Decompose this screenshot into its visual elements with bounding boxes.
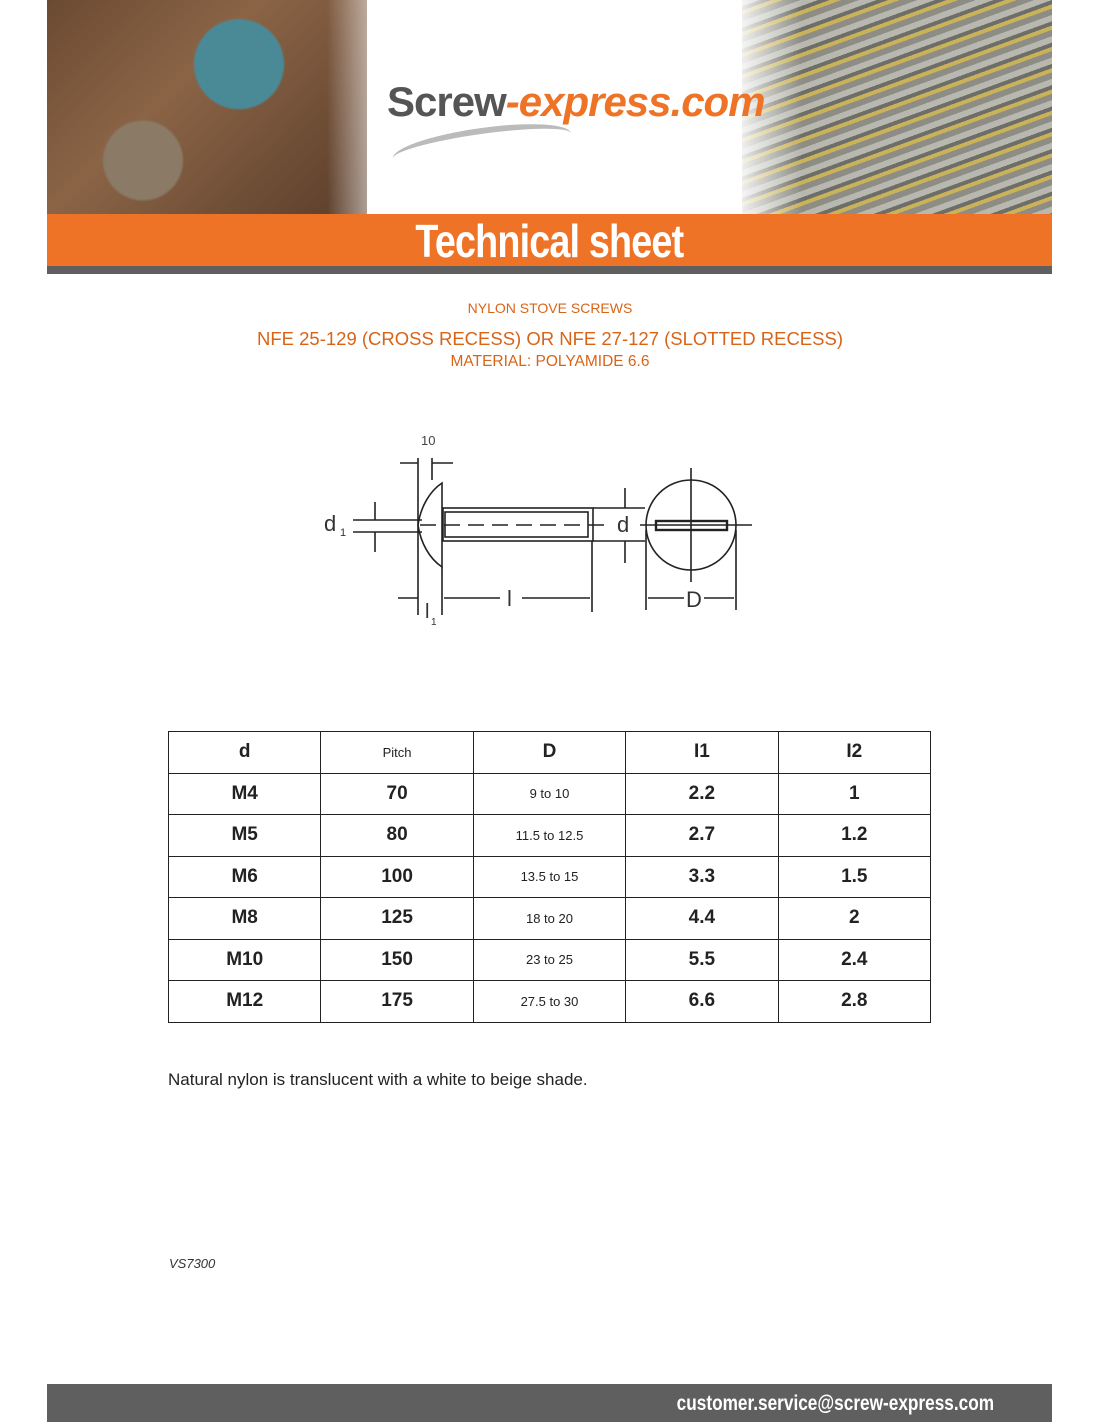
table-header-row: d Pitch D I1 I2 bbox=[167, 731, 932, 774]
contact-email[interactable]: customer.service@screw-express.com bbox=[676, 1392, 994, 1415]
page-title: Technical sheet bbox=[415, 215, 685, 267]
cell-l2: 2 bbox=[777, 897, 932, 940]
svg-text:l: l bbox=[507, 586, 512, 611]
svg-text:l: l bbox=[425, 601, 429, 623]
cell-l1: 2.2 bbox=[625, 772, 779, 815]
cell-pitch: 80 bbox=[320, 814, 474, 857]
product-material: MATERIAL: POLYAMIDE 6.6 bbox=[450, 353, 650, 370]
cell-D: 23 to 25 bbox=[472, 938, 627, 981]
material-note: Natural nylon is translucent with a whit… bbox=[168, 1070, 588, 1089]
cell-l1: 5.5 bbox=[625, 938, 779, 981]
header-D: D bbox=[472, 731, 627, 774]
footer: customer.service@screw-express.com bbox=[47, 1384, 1052, 1422]
dimensions-table: d Pitch D I1 I2 M4 70 9 to 10 2.2 1 M5 80 11.5 … bbox=[167, 731, 932, 1023]
table-row: M4 70 9 to 10 2.2 1 bbox=[167, 772, 932, 815]
cell-l1: 3.3 bbox=[625, 855, 779, 898]
cell-d: M10 bbox=[167, 938, 322, 981]
cell-D: 11.5 to 12.5 bbox=[472, 814, 627, 857]
cell-d: M5 bbox=[167, 814, 322, 857]
table-row: M8 125 18 to 20 4.4 2 bbox=[167, 897, 932, 940]
cell-d: M8 bbox=[167, 897, 322, 940]
cell-D: 13.5 to 15 bbox=[472, 855, 627, 898]
logo: Screw-express.com bbox=[387, 78, 766, 125]
cell-l1: 4.4 bbox=[625, 897, 779, 940]
title-bar: Technical sheet bbox=[47, 214, 1052, 267]
product-category: NYLON STOVE SCREWS bbox=[467, 300, 633, 316]
table-row: M12 175 27.5 to 30 6.6 2.8 bbox=[167, 980, 932, 1023]
cell-d: M12 bbox=[167, 980, 322, 1023]
tools-photo bbox=[47, 0, 407, 214]
cell-pitch: 70 bbox=[320, 772, 474, 815]
cell-l1: 6.6 bbox=[625, 980, 779, 1023]
table-row: M6 100 13.5 to 15 3.3 1.5 bbox=[167, 855, 932, 898]
cell-l2: 2.4 bbox=[777, 938, 932, 981]
table-row: M10 150 23 to 25 5.5 2.4 bbox=[167, 938, 932, 981]
cell-d: M4 bbox=[167, 772, 322, 815]
divider bbox=[47, 266, 1052, 274]
cell-l2: 1.5 bbox=[777, 855, 932, 898]
svg-text:D: D bbox=[686, 587, 702, 612]
cell-pitch: 175 bbox=[320, 980, 474, 1023]
header-pitch: Pitch bbox=[320, 731, 474, 774]
cell-pitch: 100 bbox=[320, 855, 474, 898]
header-d: d bbox=[167, 731, 322, 774]
svg-text:1: 1 bbox=[340, 527, 346, 539]
product-reference: VS7300 bbox=[169, 1256, 216, 1271]
cell-l1: 2.7 bbox=[625, 814, 779, 857]
cell-l2: 2.8 bbox=[777, 980, 932, 1023]
cell-D: 18 to 20 bbox=[472, 897, 627, 940]
cell-l2: 1 bbox=[777, 772, 932, 815]
svg-text:d: d bbox=[617, 512, 629, 537]
header-l2: I2 bbox=[777, 731, 932, 774]
table-row: M5 80 11.5 to 12.5 2.7 1.2 bbox=[167, 814, 932, 857]
cell-d: M6 bbox=[167, 855, 322, 898]
svg-text:d: d bbox=[324, 511, 336, 536]
svg-text:1: 1 bbox=[431, 617, 437, 628]
cell-D: 9 to 10 bbox=[472, 772, 627, 815]
header-banner: Screw-express.com bbox=[47, 0, 1052, 214]
cell-pitch: 125 bbox=[320, 897, 474, 940]
svg-text:10: 10 bbox=[421, 433, 435, 448]
cell-l2: 1.2 bbox=[777, 814, 932, 857]
product-standard: NFE 25-129 (CROSS RECESS) OR NFE 27-127 … bbox=[257, 328, 843, 349]
cell-pitch: 150 bbox=[320, 938, 474, 981]
screw-diagram: 10 d 1 d l l 1 D bbox=[324, 433, 752, 628]
header-l1: I1 bbox=[625, 731, 779, 774]
screws-photo bbox=[732, 0, 1052, 214]
cell-D: 27.5 to 30 bbox=[472, 980, 627, 1023]
